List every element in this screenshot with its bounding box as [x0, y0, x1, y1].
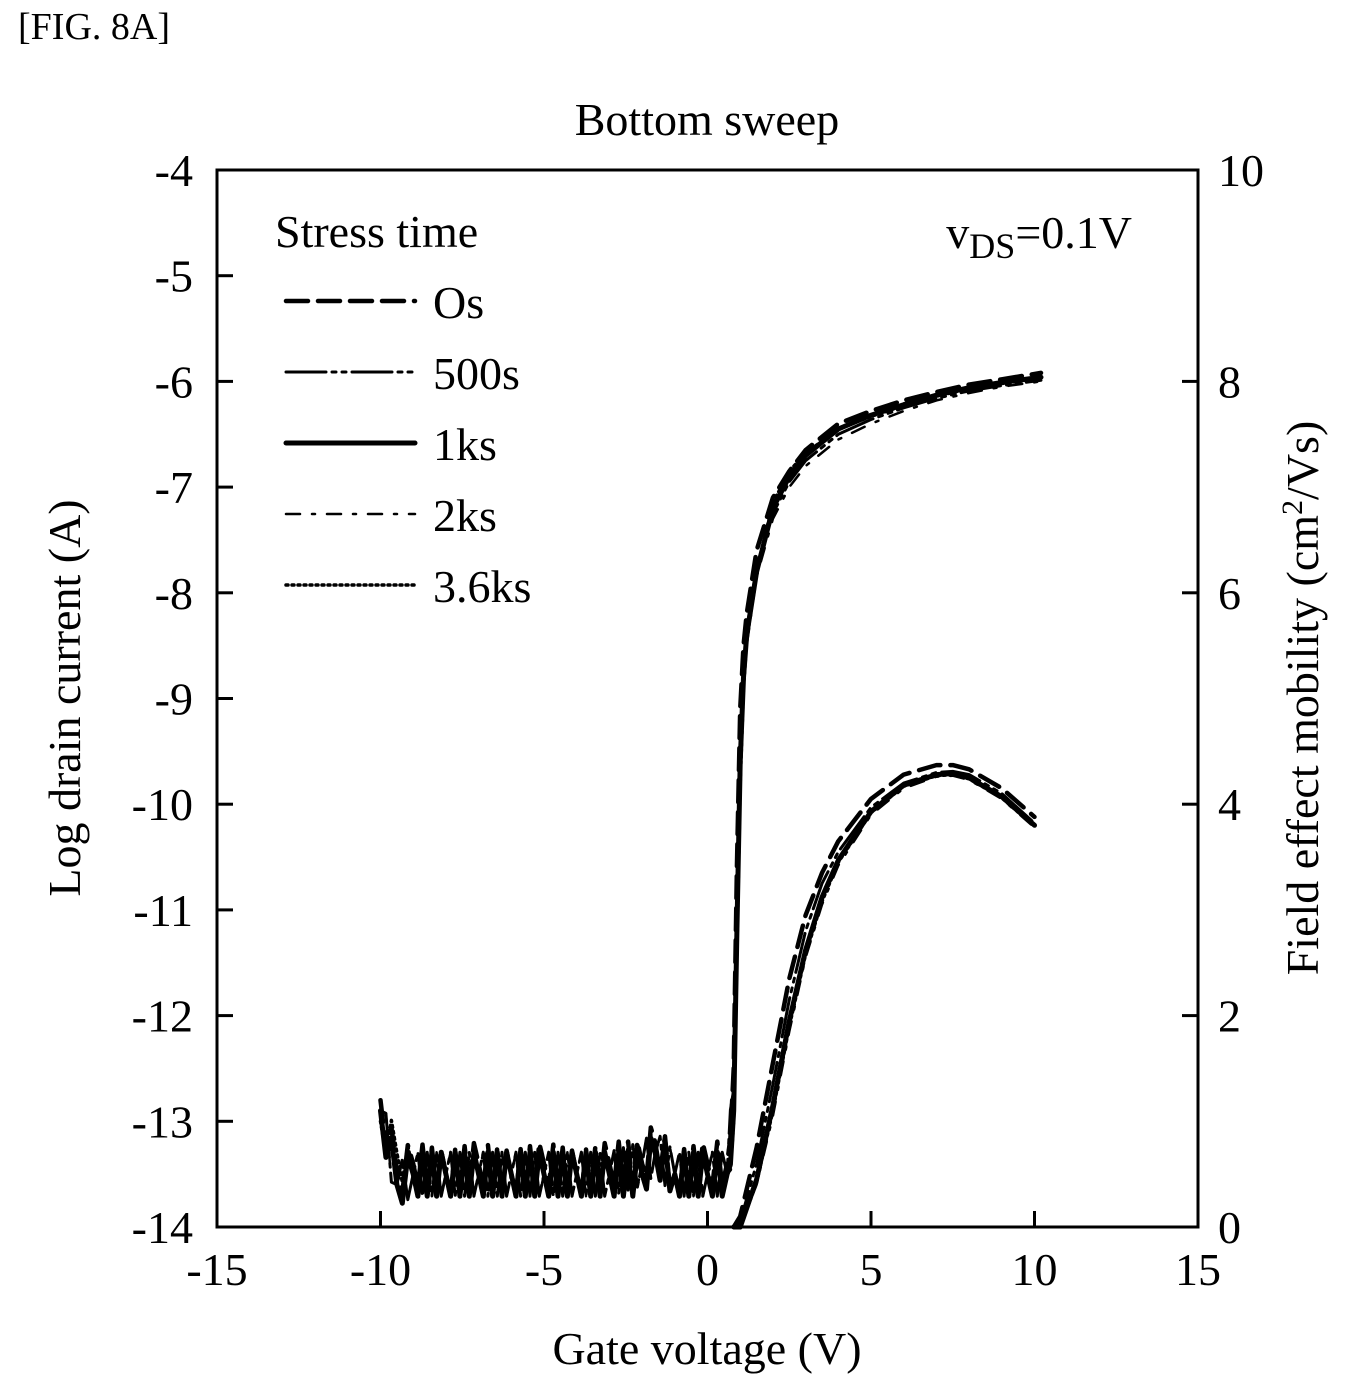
y2-tick-label: 6 [1218, 568, 1241, 619]
x-tick-label: -15 [186, 1244, 247, 1295]
series-layer [378, 370, 1044, 1230]
y2-tick-label: 10 [1218, 145, 1264, 196]
x-tick-label: 15 [1175, 1244, 1221, 1295]
series-line-log-drain-current-2ks [379, 380, 1043, 1201]
y2-tick-label: 2 [1218, 991, 1241, 1042]
series-line-field-effect-mobility-3-6ks [731, 772, 1037, 1229]
y-tick-label: -6 [155, 356, 193, 407]
series-line-field-effect-mobility-Os [731, 762, 1037, 1230]
legend-title: Stress time [275, 206, 478, 257]
vds-prefix: v [946, 207, 969, 258]
y2-tick-label: 8 [1218, 356, 1241, 407]
x-tick-label: -10 [350, 1244, 411, 1295]
plot-frame [215, 168, 1200, 1229]
series-line-log-drain-current-3-6ks [378, 376, 1043, 1198]
y2-tick-label: 4 [1218, 779, 1241, 830]
x-tick-label: -5 [525, 1244, 563, 1295]
y2-axis-label: Field effect mobility (cm2/Vs) [1276, 421, 1329, 976]
legend-label-3-6ks: 3.6ks [433, 561, 531, 612]
series-line-field-effect-mobility-1ks [731, 771, 1037, 1230]
y-axis-label: Log drain current (A) [39, 499, 90, 896]
legend: Stress time Os 500s 1ks 2ks 3.6ks [275, 206, 531, 612]
y-tick-label: -8 [155, 568, 193, 619]
legend-label-500s: 500s [433, 348, 520, 399]
x-tick-label: 5 [860, 1244, 883, 1295]
vds-suffix: =0.1V [1015, 207, 1132, 258]
y2-axis-label-tail: /Vs) [1277, 421, 1328, 500]
axes: -15 -10 -5 0 5 10 15 -4 -5 -6 -7 -8 -9 -10 -11 -12 -13 -1… [132, 145, 1264, 1295]
x-tick-label: 0 [696, 1244, 719, 1295]
y-tick-label: -12 [132, 991, 193, 1042]
series-line-field-effect-mobility-500s [732, 769, 1036, 1229]
y2-axis-label-superscript: 2 [1276, 500, 1309, 515]
figure-label: [FIG. 8A] [18, 6, 170, 48]
legend-label-1ks: 1ks [433, 419, 497, 470]
y2-axis-label-main: Field effect mobility (cm [1277, 515, 1328, 976]
y-tick-label: -14 [132, 1202, 193, 1253]
y2-tick-label: 0 [1218, 1202, 1241, 1253]
y-tick-label: -5 [155, 251, 193, 302]
y-tick-label: -7 [155, 462, 193, 513]
chart-title: Bottom sweep [575, 94, 839, 145]
x-tick-label: 10 [1012, 1244, 1058, 1295]
legend-label-Os: Os [433, 277, 484, 328]
vds-subscript: DS [969, 226, 1015, 266]
y-tick-label: -10 [132, 779, 193, 830]
y-tick-label: -9 [155, 674, 193, 725]
x-axis-label: Gate voltage (V) [552, 1323, 861, 1374]
y-tick-label: -13 [132, 1096, 193, 1147]
legend-label-2ks: 2ks [433, 490, 497, 541]
series-line-field-effect-mobility-2ks [732, 774, 1036, 1229]
y-tick-label: -11 [133, 885, 193, 936]
vds-annotation: vDS=0.1V [946, 207, 1132, 266]
y-tick-label: -4 [155, 145, 193, 196]
